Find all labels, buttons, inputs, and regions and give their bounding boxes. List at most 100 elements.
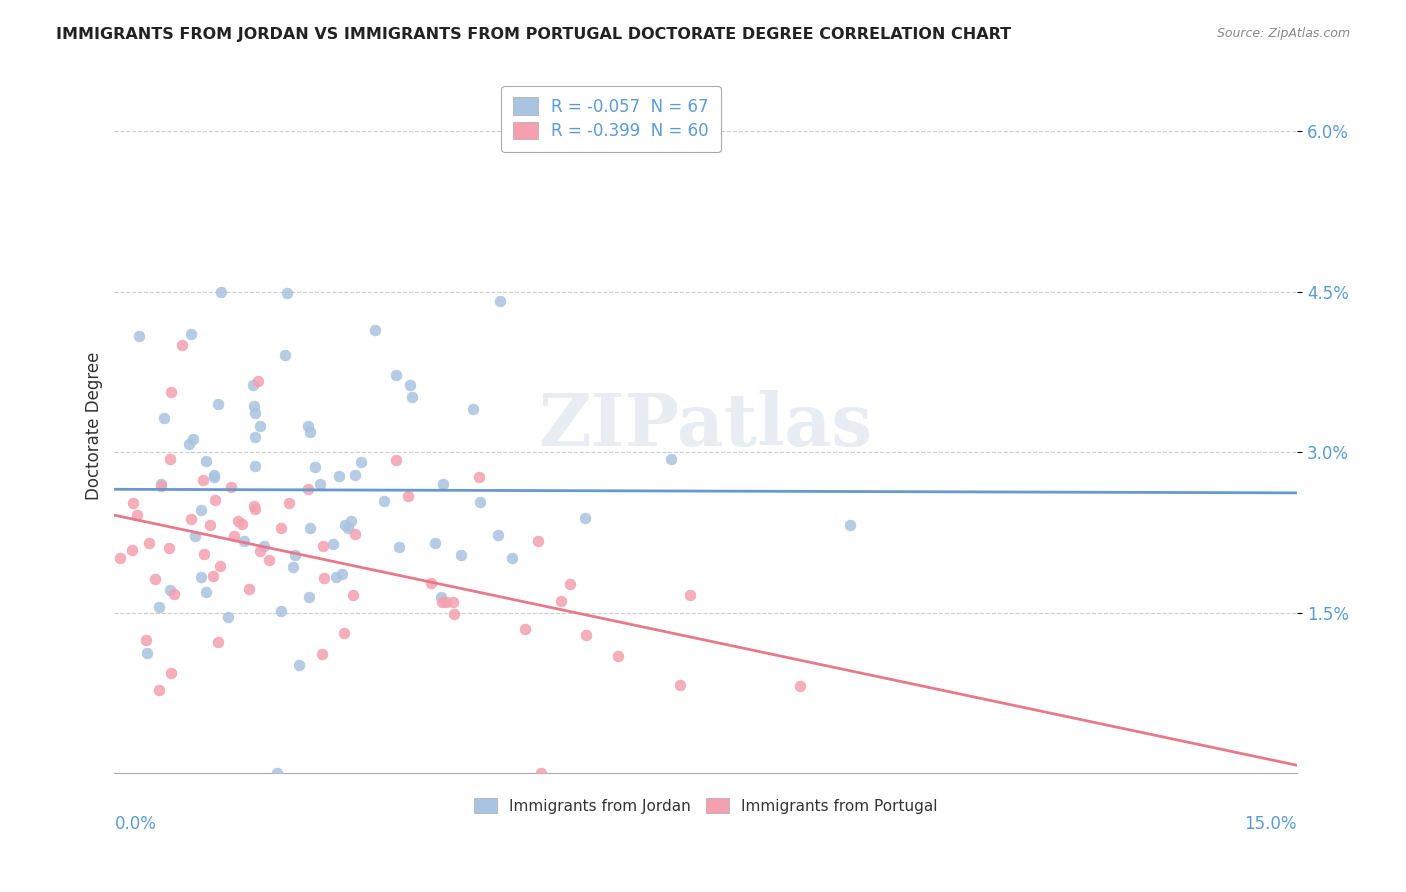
Point [388, 541, 411, 555]
Point [430, 595, 453, 609]
Point [468, 470, 491, 484]
Point [243, 499, 266, 513]
Point [399, 377, 422, 392]
Point [574, 511, 596, 525]
Point [222, 529, 245, 543]
Point [157, 541, 180, 555]
Point [246, 375, 269, 389]
Point [373, 494, 395, 508]
Point [501, 551, 523, 566]
Point [488, 293, 510, 308]
Point [257, 553, 280, 567]
Point [190, 503, 212, 517]
Point [350, 455, 373, 469]
Point [434, 595, 457, 609]
Point [423, 536, 446, 550]
Point [160, 385, 183, 400]
Point [558, 576, 581, 591]
Point [243, 458, 266, 473]
Point [284, 548, 307, 562]
Point [328, 468, 350, 483]
Point [153, 411, 176, 425]
Point [332, 625, 354, 640]
Text: IMMIGRANTS FROM JORDAN VS IMMIGRANTS FROM PORTUGAL DOCTORATE DEGREE CORRELATION : IMMIGRANTS FROM JORDAN VS IMMIGRANTS FRO… [56, 27, 1011, 42]
Point [181, 432, 204, 446]
Point [679, 588, 702, 602]
Point [243, 430, 266, 444]
Point [322, 537, 344, 551]
Point [330, 566, 353, 581]
Text: ZIPatlas: ZIPatlas [538, 390, 873, 461]
Point [298, 521, 321, 535]
Point [297, 483, 319, 497]
Point [342, 588, 364, 602]
Point [432, 477, 454, 491]
Point [159, 582, 181, 597]
Point [270, 521, 292, 535]
Point [108, 550, 131, 565]
Point [606, 648, 628, 663]
Point [253, 539, 276, 553]
Point [202, 467, 225, 482]
Point [226, 514, 249, 528]
Point [177, 436, 200, 450]
Legend: Immigrants from Jordan, Immigrants from Portugal: Immigrants from Jordan, Immigrants from … [467, 790, 945, 822]
Point [217, 610, 239, 624]
Point [364, 322, 387, 336]
Point [396, 489, 419, 503]
Point [148, 600, 170, 615]
Point [461, 402, 484, 417]
Point [513, 622, 536, 636]
Point [297, 418, 319, 433]
Point [207, 397, 229, 411]
Point [136, 646, 159, 660]
Point [193, 547, 215, 561]
Point [430, 591, 453, 605]
Point [314, 571, 336, 585]
Y-axis label: Doctorate Degree: Doctorate Degree [86, 351, 103, 500]
Point [180, 512, 202, 526]
Point [172, 338, 194, 352]
Point [340, 514, 363, 528]
Point [468, 495, 491, 509]
Point [184, 529, 207, 543]
Point [202, 568, 225, 582]
Point [450, 548, 472, 562]
Text: Source: ZipAtlas.com: Source: ZipAtlas.com [1216, 27, 1350, 40]
Point [311, 648, 333, 662]
Point [242, 378, 264, 392]
Point [249, 543, 271, 558]
Point [209, 285, 232, 299]
Point [180, 327, 202, 342]
Point [190, 570, 212, 584]
Point [198, 518, 221, 533]
Text: 15.0%: 15.0% [1244, 815, 1298, 833]
Point [325, 570, 347, 584]
Point [163, 587, 186, 601]
Point [661, 452, 683, 467]
Point [149, 477, 172, 491]
Point [125, 508, 148, 522]
Point [789, 679, 811, 693]
Point [122, 496, 145, 510]
Point [191, 473, 214, 487]
Point [128, 329, 150, 343]
Point [202, 470, 225, 484]
Point [288, 658, 311, 673]
Point [384, 452, 406, 467]
Point [333, 518, 356, 533]
Point [419, 575, 441, 590]
Point [233, 533, 256, 548]
Text: 0.0%: 0.0% [114, 815, 156, 833]
Point [243, 400, 266, 414]
Point [266, 766, 288, 780]
Point [143, 572, 166, 586]
Point [283, 560, 305, 574]
Point [441, 595, 464, 609]
Point [336, 521, 359, 535]
Point [195, 585, 218, 599]
Point [527, 534, 550, 549]
Point [304, 460, 326, 475]
Point [298, 425, 321, 439]
Point [209, 559, 232, 574]
